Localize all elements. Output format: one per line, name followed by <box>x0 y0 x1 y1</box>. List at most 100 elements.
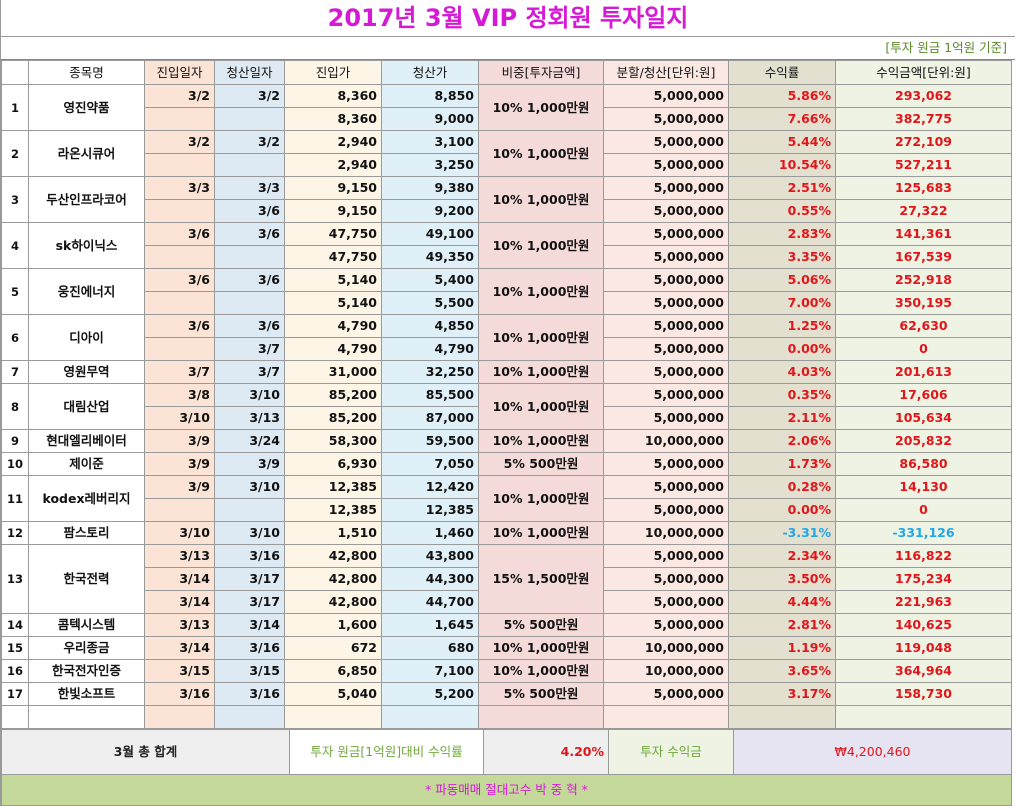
profit-amount[interactable]: 140,625 <box>835 613 1012 637</box>
stock-name[interactable]: 콤텍시스템 <box>28 613 145 637</box>
return-rate[interactable]: 5.06% <box>728 268 836 292</box>
profit-amount[interactable]: 0 <box>835 337 1012 361</box>
row-number[interactable]: 12 <box>1 521 29 545</box>
profit-amount[interactable]: 27,322 <box>835 199 1012 223</box>
row-number[interactable]: 8 <box>1 383 29 430</box>
stock-name[interactable]: 한국전자인증 <box>28 659 145 683</box>
entry-price[interactable]: 31,000 <box>284 360 382 384</box>
entry-price[interactable]: 4,790 <box>284 337 382 361</box>
entry-price[interactable]: 1,510 <box>284 521 382 545</box>
split-amount[interactable]: 5,000,000 <box>603 222 729 246</box>
split-amount[interactable]: 5,000,000 <box>603 567 729 591</box>
entry-date[interactable] <box>144 107 215 131</box>
return-rate[interactable]: 3.17% <box>728 682 836 706</box>
summary-rate-label[interactable]: 투자 원금[1억원]대비 수익률 <box>289 729 484 775</box>
header-cell-exit-date[interactable]: 청산일자 <box>214 60 285 85</box>
exit-date[interactable]: 3/14 <box>214 613 285 637</box>
split-amount[interactable]: 10,000,000 <box>603 636 729 660</box>
split-amount[interactable]: 5,000,000 <box>603 268 729 292</box>
profit-amount[interactable]: 62,630 <box>835 314 1012 338</box>
return-rate[interactable]: 2.51% <box>728 176 836 200</box>
profit-amount[interactable]: 119,048 <box>835 636 1012 660</box>
exit-date[interactable]: 3/6 <box>214 199 285 223</box>
summary-label[interactable]: 3월 총 합계 <box>1 729 290 775</box>
row-number[interactable]: 9 <box>1 429 29 453</box>
row-number[interactable]: 10 <box>1 452 29 476</box>
row-number[interactable]: 1 <box>1 84 29 131</box>
entry-date[interactable] <box>144 498 215 522</box>
stock-name[interactable]: 한국전력 <box>28 544 145 614</box>
entry-date[interactable]: 3/9 <box>144 429 215 453</box>
entry-date[interactable]: 3/13 <box>144 544 215 568</box>
row-number[interactable]: 17 <box>1 682 29 706</box>
profit-amount[interactable]: 0 <box>835 498 1012 522</box>
split-amount[interactable]: 10,000,000 <box>603 659 729 683</box>
profit-amount[interactable]: 293,062 <box>835 84 1012 108</box>
entry-date[interactable]: 3/10 <box>144 521 215 545</box>
entry-price[interactable]: 42,800 <box>284 590 382 614</box>
exit-date[interactable]: 3/16 <box>214 544 285 568</box>
exit-date[interactable]: 3/7 <box>214 360 285 384</box>
row-number[interactable]: 15 <box>1 636 29 660</box>
exit-price[interactable]: 9,200 <box>381 199 479 223</box>
entry-date[interactable]: 3/10 <box>144 406 215 430</box>
split-amount[interactable]: 5,000,000 <box>603 498 729 522</box>
row-number[interactable]: 4 <box>1 222 29 269</box>
entry-price[interactable]: 2,940 <box>284 130 382 154</box>
return-rate[interactable]: 3.65% <box>728 659 836 683</box>
exit-price[interactable]: 44,700 <box>381 590 479 614</box>
exit-date[interactable]: 3/7 <box>214 337 285 361</box>
stock-name[interactable]: 제이준 <box>28 452 145 476</box>
empty-cell[interactable] <box>144 705 215 729</box>
entry-price[interactable]: 5,140 <box>284 268 382 292</box>
entry-date[interactable] <box>144 337 215 361</box>
exit-price[interactable]: 3,250 <box>381 153 479 177</box>
entry-date[interactable]: 3/3 <box>144 176 215 200</box>
split-amount[interactable]: 5,000,000 <box>603 337 729 361</box>
exit-price[interactable]: 3,100 <box>381 130 479 154</box>
stock-name[interactable]: 우리종금 <box>28 636 145 660</box>
exit-price[interactable]: 4,850 <box>381 314 479 338</box>
return-rate[interactable]: 4.03% <box>728 360 836 384</box>
exit-date[interactable] <box>214 498 285 522</box>
exit-date[interactable]: 3/13 <box>214 406 285 430</box>
split-amount[interactable]: 5,000,000 <box>603 84 729 108</box>
entry-date[interactable]: 3/2 <box>144 130 215 154</box>
profit-amount[interactable]: 252,918 <box>835 268 1012 292</box>
row-number[interactable]: 16 <box>1 659 29 683</box>
split-amount[interactable]: 5,000,000 <box>603 245 729 269</box>
exit-price[interactable]: 49,100 <box>381 222 479 246</box>
return-rate[interactable]: 0.00% <box>728 498 836 522</box>
entry-price[interactable]: 672 <box>284 636 382 660</box>
split-amount[interactable]: 5,000,000 <box>603 314 729 338</box>
exit-price[interactable]: 680 <box>381 636 479 660</box>
return-rate[interactable]: 1.25% <box>728 314 836 338</box>
split-amount[interactable]: 5,000,000 <box>603 590 729 614</box>
weight[interactable]: 10% 1,000만원 <box>478 314 604 361</box>
exit-date[interactable]: 3/2 <box>214 84 285 108</box>
profit-amount[interactable]: 382,775 <box>835 107 1012 131</box>
profit-amount[interactable]: 116,822 <box>835 544 1012 568</box>
profit-amount[interactable]: 17,606 <box>835 383 1012 407</box>
entry-date[interactable]: 3/14 <box>144 567 215 591</box>
split-amount[interactable]: 10,000,000 <box>603 521 729 545</box>
weight[interactable]: 10% 1,000만원 <box>478 130 604 177</box>
row-number[interactable]: 11 <box>1 475 29 522</box>
split-amount[interactable]: 5,000,000 <box>603 130 729 154</box>
exit-price[interactable]: 5,400 <box>381 268 479 292</box>
return-rate[interactable]: 1.73% <box>728 452 836 476</box>
exit-price[interactable]: 8,850 <box>381 84 479 108</box>
split-amount[interactable]: 5,000,000 <box>603 360 729 384</box>
empty-cell[interactable] <box>1 705 29 729</box>
exit-price[interactable]: 5,500 <box>381 291 479 315</box>
entry-date[interactable]: 3/14 <box>144 636 215 660</box>
return-rate[interactable]: 2.06% <box>728 429 836 453</box>
entry-date[interactable]: 3/8 <box>144 383 215 407</box>
split-amount[interactable]: 5,000,000 <box>603 199 729 223</box>
empty-cell[interactable] <box>603 705 729 729</box>
row-number[interactable]: 2 <box>1 130 29 177</box>
return-rate[interactable]: 2.83% <box>728 222 836 246</box>
header-cell-exit-price[interactable]: 청산가 <box>381 60 479 85</box>
exit-date[interactable] <box>214 153 285 177</box>
exit-date[interactable]: 3/10 <box>214 521 285 545</box>
